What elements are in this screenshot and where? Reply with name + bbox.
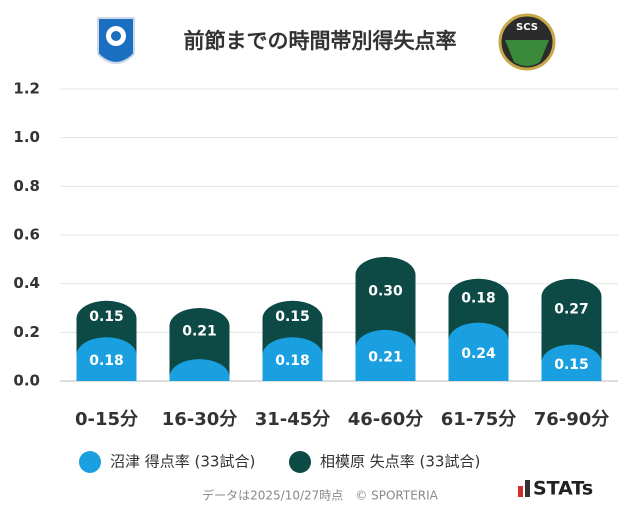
legend-label: 相模原 失点率 (33試合) — [320, 453, 480, 471]
data-label: 0.15 — [275, 309, 310, 325]
data-label: 0.27 — [554, 302, 589, 318]
data-label: 0.21 — [368, 349, 403, 365]
data-label: 0.24 — [461, 346, 496, 362]
bar-segment — [169, 308, 230, 378]
bar-segment — [262, 337, 323, 381]
legend-marker — [289, 451, 311, 473]
bar-segment — [448, 322, 509, 381]
x-tick-label: 46-60分 — [348, 409, 424, 430]
x-tick-label: 31-45分 — [255, 409, 331, 430]
brand-icon — [525, 480, 530, 497]
data-label: 0.18 — [461, 291, 496, 307]
left-logo — [97, 17, 135, 64]
legend-marker — [79, 451, 101, 473]
x-tick-label: 76-90分 — [534, 409, 610, 430]
chart-title: 前節までの時間帯別得失点率 — [184, 29, 457, 53]
y-tick-label: 0.8 — [13, 177, 40, 195]
brand: STATs — [533, 478, 593, 500]
bar-segment — [355, 256, 416, 348]
data-label: 0.15 — [554, 357, 589, 373]
legend-label: 沼津 得点率 (33試合) — [110, 453, 255, 471]
bar-segment — [541, 278, 602, 363]
bar-segment — [169, 359, 230, 381]
data-label: 0.18 — [89, 353, 124, 369]
data-label: 0.15 — [89, 309, 124, 325]
bar-segment — [355, 329, 416, 381]
y-tick-label: 1.2 — [13, 80, 40, 98]
bar-segment — [541, 344, 602, 381]
y-tick-label: 0.2 — [13, 323, 40, 341]
y-tick-label: 0.6 — [13, 226, 40, 244]
x-tick-label: 61-75分 — [441, 409, 517, 430]
logo-text: SCS — [516, 22, 538, 33]
right-logo — [498, 13, 556, 71]
x-tick-label: 16-30分 — [162, 409, 238, 430]
bar-segment — [76, 337, 137, 381]
brand-icon — [518, 486, 523, 497]
data-label: 0.21 — [182, 324, 217, 340]
y-tick-label: 0.0 — [13, 372, 40, 390]
data-label: 0.18 — [275, 353, 310, 369]
data-label: 0.30 — [368, 283, 403, 299]
note: データは2025/10/27時点 © SPORTERIA — [202, 488, 439, 503]
y-tick-label: 0.4 — [13, 274, 40, 292]
x-tick-label: 0-15分 — [75, 409, 138, 430]
y-tick-label: 1.0 — [13, 128, 40, 146]
